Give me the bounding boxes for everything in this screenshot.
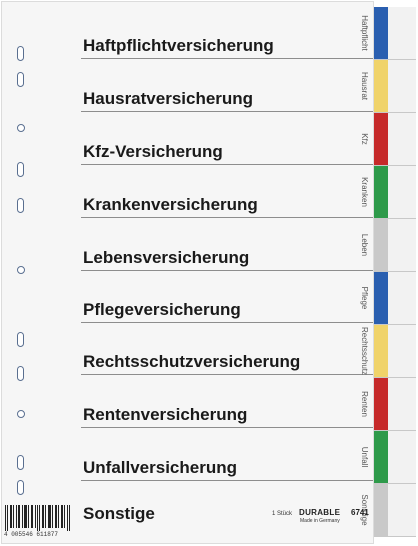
tab-label: Leben [360,233,369,257]
tab-label: Haftpflicht [360,15,369,51]
index-rule [81,374,373,375]
tab-label: Unfall [360,446,369,468]
index-entry-unfall: Unfallversicherung [83,458,237,477]
tab-renten[interactable]: Renten [360,378,416,431]
tab-color-stripe [374,325,388,377]
index-rule [81,164,373,165]
punch-hole [17,162,24,177]
index-rule [81,217,373,218]
index-entry-leben: Lebensversicherung [83,248,250,267]
tab-color-stripe [374,484,388,536]
tab-label: Kranken [360,177,369,207]
tab-color-stripe [374,113,388,165]
tab-color-stripe [374,378,388,430]
index-entry-haftpflicht: Haftpflichtversicherung [83,36,274,55]
index-rule [81,322,373,323]
tab-color-stripe [374,272,388,324]
brand-logo: DURABLE [299,508,341,517]
tab-color-stripe [374,60,388,112]
index-entry-kranken: Krankenversicherung [83,195,258,214]
barcode-number: 4 005546 611877 [4,531,59,538]
tab-kranken[interactable]: Kranken [360,166,416,219]
tab-unfall[interactable]: Unfall [360,431,416,484]
punch-hole [17,366,24,381]
tab-hausrat[interactable]: Hausrat [360,60,416,113]
punch-hole [17,332,24,347]
tab-haftpflicht[interactable]: Haftpflicht [360,7,416,60]
index-entry-sonstige: Sonstige [83,504,155,523]
index-entry-pflege: Pflegeversicherung [83,300,241,319]
tab-rechtsschutz[interactable]: Rechtsschutz [360,325,416,378]
index-entry-kfz: Kfz-Versicherung [83,142,223,161]
punch-hole [17,124,25,132]
punch-hole [17,198,24,213]
punch-hole [17,72,24,87]
index-rule [81,111,373,112]
tab-color-stripe [374,219,388,271]
barcode-icon [5,505,70,531]
tab-label: Renten [360,391,369,417]
punch-hole [17,455,24,470]
tab-kfz[interactable]: Kfz [360,113,416,166]
tab-color-stripe [374,166,388,218]
tab-color-stripe [374,7,388,59]
tab-label: Hausrat [360,71,369,100]
quantity-label: 1 Stück [272,511,293,517]
tab-label: Pflege [360,286,369,310]
tab-sonstige[interactable]: Sonstige [360,484,416,537]
index-entry-renten: Rentenversicherung [83,405,248,424]
index-rule [81,427,373,428]
punch-hole [17,266,25,274]
tab-pflege[interactable]: Pflege [360,272,416,325]
punch-hole [17,46,24,61]
index-entry-hausrat: Hausratversicherung [83,89,254,108]
punch-hole [17,410,25,418]
punch-hole [17,480,24,495]
index-entry-rechtsschutz: Rechtsschutzversicherung [83,352,301,371]
divider-sheet [1,1,374,544]
tab-label: Rechtsschutz [360,326,369,376]
tab-color-stripe [374,431,388,483]
model-number: 6741 [351,508,369,517]
made-in-label: Made in Germany [300,518,340,524]
tab-leben[interactable]: Leben [360,219,416,272]
index-rule [81,58,373,59]
tab-label: Kfz [360,133,369,145]
index-rule [81,270,373,271]
index-rule [81,480,373,481]
